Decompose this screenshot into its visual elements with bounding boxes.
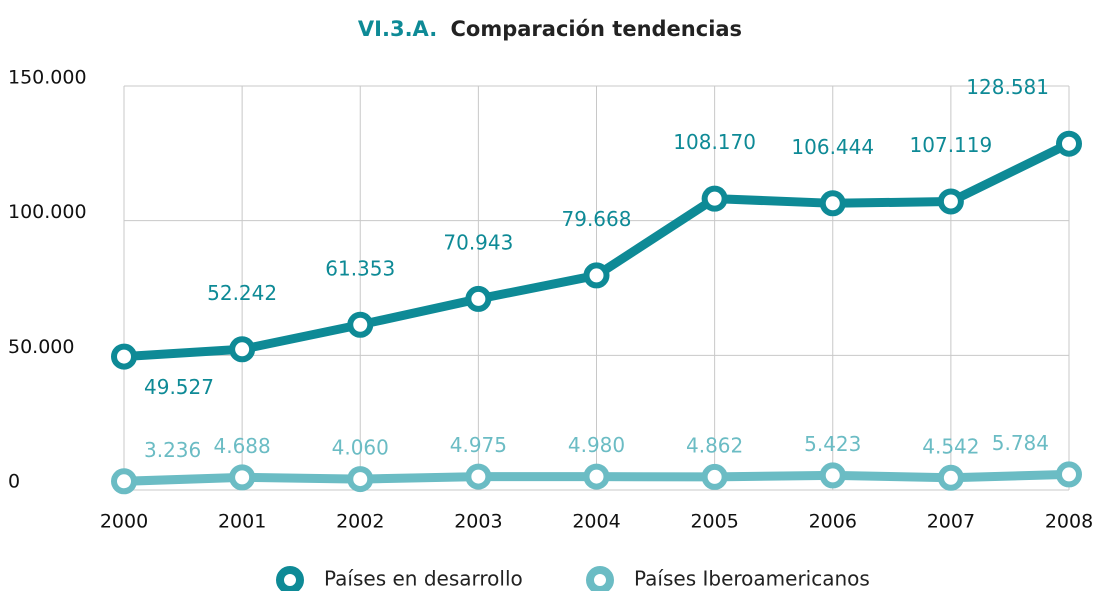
point-marker [583,262,610,289]
data-label: 5.784 [992,431,1049,455]
x-tick-label: 2004 [572,511,620,533]
legend-marker [586,566,614,591]
chart-title: VI.3.A. Comparación tendencias [358,17,742,41]
x-tick-label: 2006 [809,511,857,533]
point-marker [347,466,374,493]
point-marker [937,464,964,491]
data-label: 4.688 [213,434,270,458]
data-label: 61.353 [325,256,395,280]
x-tick-label: 2008 [1045,511,1093,533]
data-label: 107.119 [910,133,993,157]
data-label: 108.170 [673,130,756,154]
title-text: Comparación tendencias [451,17,743,41]
point-marker [229,464,256,491]
y-tick-label: 0 [8,471,20,493]
data-label: 106.444 [791,135,874,159]
point-marker [1056,461,1082,488]
legend-label: Países Iberoamericanos [634,567,870,591]
point-marker [111,343,137,370]
y-tick-label: 150.000 [8,67,87,89]
legend-marker [276,566,304,591]
point-marker [111,468,137,495]
data-label: 128.581 [966,75,1049,99]
x-tick-label: 2000 [100,511,148,533]
data-label: 5.423 [804,432,861,456]
data-label: 3.236 [144,438,201,462]
point-marker [819,462,846,489]
x-tick-label: 2005 [690,511,738,533]
x-tick-label: 2001 [218,511,266,533]
data-label: 4.980 [568,433,625,457]
data-label: 4.060 [332,436,389,460]
data-label: 70.943 [443,230,513,254]
point-marker [229,336,256,363]
x-tick-label: 2002 [336,511,384,533]
y-tick-label: 50.000 [8,336,74,358]
data-label: 4.862 [686,433,743,457]
title-number: VI.3.A. [358,17,437,41]
point-marker [701,463,728,490]
data-label: 4.542 [922,434,979,458]
point-marker [583,463,610,490]
point-marker [347,311,374,338]
data-label: 79.668 [562,207,632,231]
data-label: 52.242 [207,281,277,305]
point-marker [465,463,492,490]
point-marker [819,190,846,217]
data-label: 49.527 [144,375,214,399]
data-label: 4.975 [450,433,507,457]
point-marker [937,188,964,215]
point-marker [1056,130,1082,157]
y-tick-label: 100.000 [8,201,87,223]
point-marker [701,185,728,212]
legend-label: Países en desarrollo [324,567,523,591]
point-marker [465,285,492,312]
x-tick-label: 2007 [927,511,975,533]
x-tick-label: 2003 [454,511,502,533]
